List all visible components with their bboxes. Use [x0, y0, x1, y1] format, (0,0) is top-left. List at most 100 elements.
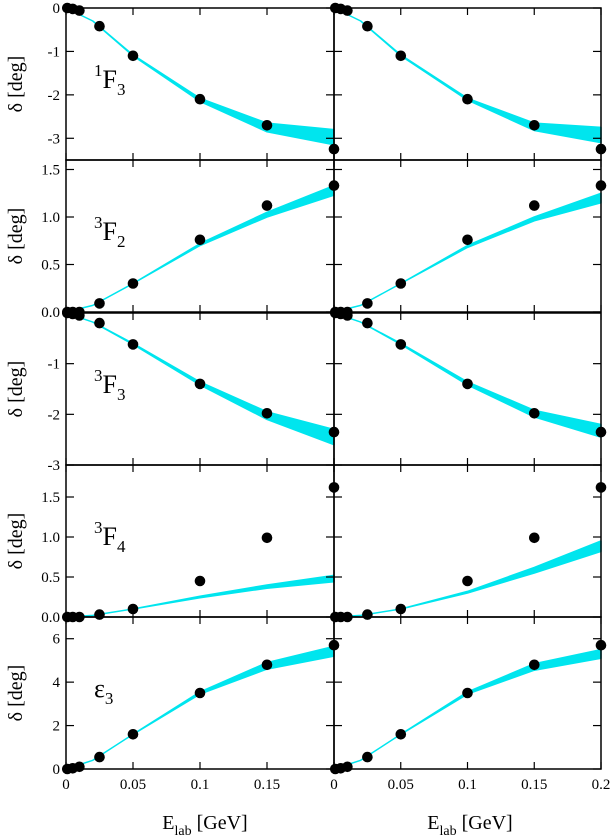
data-point — [362, 20, 373, 32]
y-tick-label: -1 — [48, 44, 61, 60]
data-point — [261, 408, 273, 419]
panel-frame — [333, 7, 602, 161]
data-point — [74, 5, 85, 16]
data-point — [94, 317, 105, 329]
panel-1-left: 0 -1 -2 -3 — [48, 1, 340, 161]
data-point — [395, 603, 407, 615]
panel-label-text: 3F2 — [94, 213, 125, 251]
data-point — [194, 93, 206, 105]
y-axis-title: δ [deg] — [5, 513, 27, 570]
panel-label-main: ε — [94, 674, 105, 703]
x-axis-title-unit: [GeV] — [457, 812, 513, 834]
data-point — [194, 378, 206, 390]
panel-label-text: 3F3 — [94, 366, 125, 404]
data-point — [529, 408, 540, 419]
theory-band — [333, 648, 602, 770]
data-point — [194, 687, 206, 699]
x-axis-title: Elab [GeV] — [427, 812, 512, 839]
data-point — [194, 234, 206, 246]
theory-band — [65, 184, 335, 313]
y-axis-titles: δ [deg] δ [deg] δ [deg] δ [deg] δ [deg] — [5, 56, 27, 722]
panel-1-right — [330, 2, 607, 161]
data-point — [127, 50, 139, 62]
panel-label-5: ε3 — [94, 674, 113, 708]
x-tick-label: 0.2 — [592, 777, 611, 793]
y-tick-label: 2 — [53, 719, 61, 735]
data-point — [462, 687, 473, 699]
theory-band — [333, 192, 602, 313]
y-tick-label: 1.5 — [41, 490, 60, 506]
data-point — [529, 532, 540, 544]
panel-label-sub: 4 — [117, 537, 126, 556]
data-point — [395, 50, 407, 62]
data-point — [462, 234, 473, 246]
panel-label-main: F — [103, 65, 117, 94]
y-tick-label: -2 — [48, 88, 61, 104]
data-point — [94, 751, 105, 763]
y-axis-title: δ [deg] — [5, 56, 27, 113]
data-point — [462, 93, 473, 105]
x-axis-title-unit: [GeV] — [192, 812, 248, 834]
panel-2-left: 0.0 0.5 1.0 1.5 — [41, 159, 340, 321]
x-tick-label: 0.1 — [458, 777, 477, 793]
panel-frame — [333, 464, 602, 618]
y-tick-label: 1.0 — [41, 530, 60, 546]
panel-label-sup: 3 — [94, 518, 103, 537]
data-point — [74, 761, 85, 773]
y-axis-title: δ [deg] — [5, 665, 27, 722]
data-point — [94, 20, 105, 32]
y-tick-label: -3 — [48, 131, 61, 147]
y-tick-label: 0.5 — [41, 258, 60, 274]
y-tick-label: -2 — [48, 407, 61, 423]
data-point — [342, 761, 353, 773]
y-tick-label: 1.0 — [41, 210, 60, 226]
panel-label-3: 3F3 — [94, 366, 125, 404]
x-tick-label: 0.15 — [521, 777, 547, 793]
data-point — [362, 609, 373, 620]
x-axis-title-main: E — [427, 812, 439, 834]
x-axis-title-sub: lab — [175, 824, 192, 839]
data-point — [529, 120, 540, 131]
data-point — [395, 278, 407, 289]
y-tick-label: 0.0 — [41, 610, 60, 626]
panel-label-sup: 3 — [94, 213, 103, 232]
panel-label-1: 1F3 — [94, 61, 125, 99]
data-point — [127, 339, 139, 350]
data-point — [529, 659, 540, 671]
data-point — [127, 729, 139, 740]
data-point — [261, 200, 273, 211]
panel-label-2: 3F2 — [94, 213, 125, 251]
panel-label-text: 1F3 — [94, 61, 125, 99]
x-axis-title-main: E — [162, 812, 174, 834]
panel-label-sub: 2 — [117, 232, 126, 251]
data-point — [342, 5, 353, 16]
panel-label-text: ε3 — [94, 674, 113, 708]
panel-label-sub: 3 — [117, 80, 126, 99]
panel-label-main: F — [103, 217, 117, 246]
data-point — [94, 298, 105, 309]
x-tick-label: 0.05 — [388, 777, 414, 793]
data-point — [127, 278, 139, 289]
data-point — [342, 310, 353, 321]
panel-label-main: F — [103, 370, 117, 399]
y-axis-title: δ [deg] — [5, 361, 27, 418]
x-tick-label: 0 — [330, 777, 338, 793]
panel-label-sup: 3 — [94, 366, 103, 385]
data-point — [261, 659, 273, 671]
data-point — [395, 339, 407, 350]
panel-label-main: F — [103, 522, 117, 551]
panel-3-left: -1 -2 -3 — [48, 307, 340, 474]
panel-label-sup: 1 — [94, 61, 103, 80]
data-point — [261, 532, 273, 544]
data-point — [395, 729, 407, 740]
y-axis-title: δ [deg] — [5, 208, 27, 265]
y-tick-label: 0.0 — [41, 305, 60, 321]
panel-label-sub: 3 — [105, 689, 114, 708]
panel-5-right — [330, 616, 607, 775]
theory-band — [333, 312, 602, 438]
data-point — [362, 751, 373, 763]
y-tick-label: 4 — [53, 675, 61, 691]
data-point — [362, 317, 373, 329]
